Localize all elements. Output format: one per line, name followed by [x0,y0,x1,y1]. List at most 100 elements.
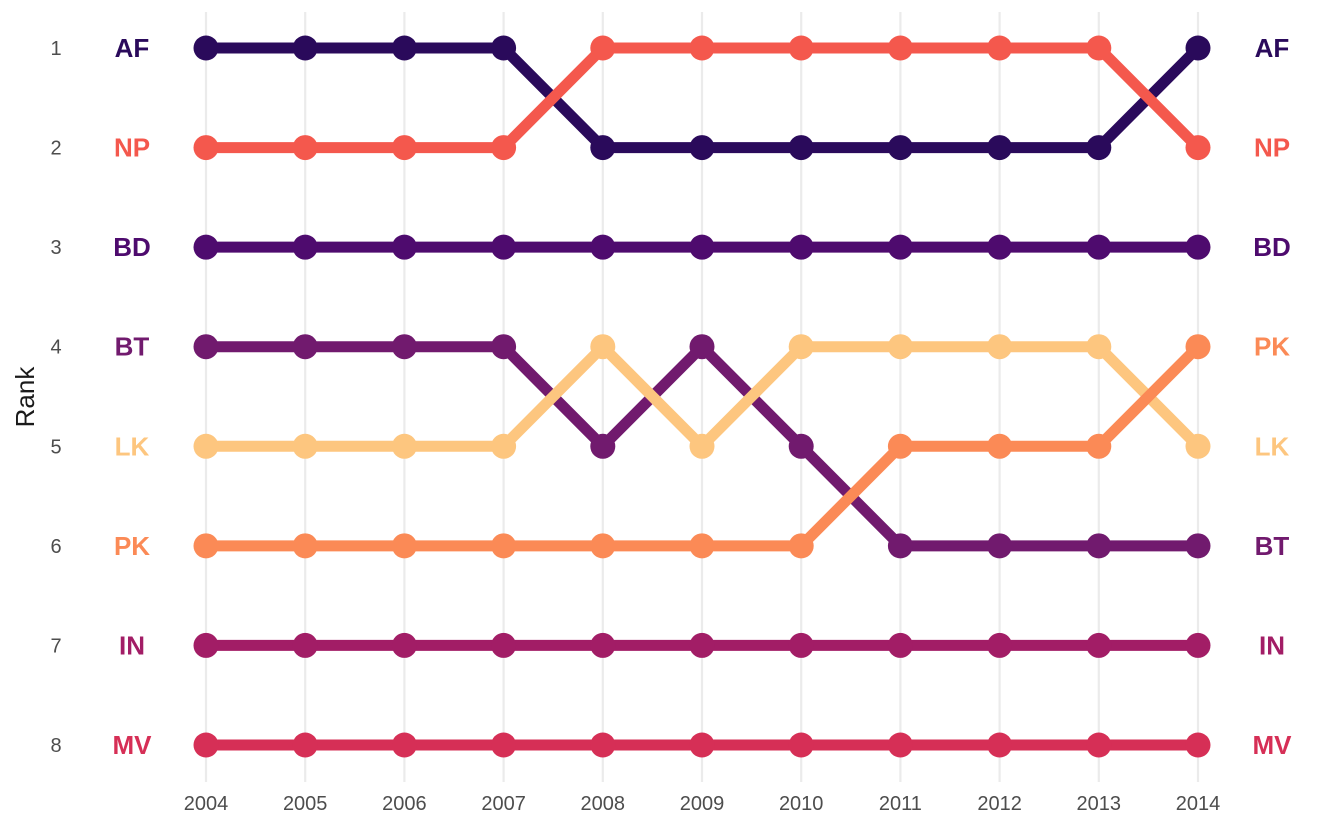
point-lk-2009 [689,433,715,459]
point-af-2006 [391,35,417,61]
point-bt-2014 [1185,533,1211,559]
point-np-2006 [391,135,417,161]
point-mv-2012 [987,732,1013,758]
x-tick-label: 2010 [779,793,824,815]
point-np-2008 [590,35,616,61]
point-mv-2008 [590,732,616,758]
series-label-left-in: IN [119,630,145,660]
point-mv-2004 [193,732,219,758]
point-in-2008 [590,632,616,658]
x-tick-label: 2012 [977,793,1022,815]
y-tick-label: 3 [50,237,61,259]
point-bd-2005 [292,234,318,260]
x-tick-label: 2005 [283,793,328,815]
point-mv-2013 [1086,732,1112,758]
point-pk-2009 [689,533,715,559]
point-lk-2013 [1086,334,1112,360]
series-label-right-bd: BD [1253,232,1291,262]
series-label-left-np: NP [114,133,150,163]
point-pk-2008 [590,533,616,559]
point-mv-2009 [689,732,715,758]
y-tick-label: 8 [50,735,61,757]
point-af-2008 [590,135,616,161]
x-tick-label: 2014 [1176,793,1221,815]
series-label-right-in: IN [1259,630,1285,660]
point-bd-2008 [590,234,616,260]
point-af-2005 [292,35,318,61]
point-bt-2011 [887,533,913,559]
point-af-2014 [1185,35,1211,61]
series-label-right-mv: MV [1253,730,1293,760]
point-in-2007 [491,632,517,658]
point-bd-2013 [1086,234,1112,260]
point-np-2005 [292,135,318,161]
series-label-left-lk: LK [115,431,150,461]
point-bt-2005 [292,334,318,360]
y-tick-label: 5 [50,436,61,458]
y-tick-label: 7 [50,635,61,657]
series-label-right-af: AF [1255,33,1290,63]
point-af-2010 [788,135,814,161]
point-mv-2006 [391,732,417,758]
point-bt-2007 [491,334,517,360]
point-bd-2014 [1185,234,1211,260]
point-mv-2007 [491,732,517,758]
point-in-2005 [292,632,318,658]
x-tick-label: 2004 [184,793,229,815]
y-tick-label: 2 [50,138,61,160]
point-in-2009 [689,632,715,658]
point-np-2004 [193,135,219,161]
x-tick-label: 2011 [879,793,922,815]
series-label-left-bt: BT [115,332,150,362]
point-bd-2006 [391,234,417,260]
x-tick-label: 2008 [581,793,626,815]
series-label-left-af: AF [115,33,150,63]
point-np-2014 [1185,135,1211,161]
point-lk-2014 [1185,433,1211,459]
point-lk-2005 [292,433,318,459]
point-af-2012 [987,135,1013,161]
point-bd-2007 [491,234,517,260]
series-label-right-lk: LK [1255,431,1290,461]
point-bt-2008 [590,433,616,459]
point-mv-2005 [292,732,318,758]
point-pk-2011 [887,433,913,459]
point-af-2013 [1086,135,1112,161]
point-bt-2004 [193,334,219,360]
point-mv-2011 [887,732,913,758]
x-axis-tick-labels: 2004 2005 2006 2007 2008 2009 2010 2011 2012 2013… [184,793,1221,815]
point-pk-2005 [292,533,318,559]
left-series-labels: AF NP BD BT LK PK IN MV [113,33,153,760]
point-af-2011 [887,135,913,161]
point-np-2013 [1086,35,1112,61]
point-bd-2011 [887,234,913,260]
series-points [193,35,1211,758]
point-af-2007 [491,35,517,61]
point-bt-2010 [788,433,814,459]
point-in-2010 [788,632,814,658]
vertical-gridlines [204,12,1200,782]
x-tick-label: 2009 [680,793,725,815]
y-tick-label: 6 [50,536,61,558]
y-axis-title: Rank [10,366,40,428]
point-mv-2014 [1185,732,1211,758]
point-in-2006 [391,632,417,658]
point-bd-2010 [788,234,814,260]
series-label-left-bd: BD [113,232,151,262]
point-bt-2006 [391,334,417,360]
point-np-2010 [788,35,814,61]
point-pk-2004 [193,533,219,559]
point-bt-2013 [1086,533,1112,559]
point-np-2012 [987,35,1013,61]
point-pk-2007 [491,533,517,559]
point-af-2009 [689,135,715,161]
x-tick-label: 2006 [382,793,427,815]
point-in-2014 [1185,632,1211,658]
y-tick-label: 1 [50,38,61,60]
point-lk-2006 [391,433,417,459]
point-lk-2012 [987,334,1013,360]
point-af-2004 [193,35,219,61]
point-np-2007 [491,135,517,161]
series-label-left-mv: MV [113,730,153,760]
series-label-right-bt: BT [1255,531,1290,561]
